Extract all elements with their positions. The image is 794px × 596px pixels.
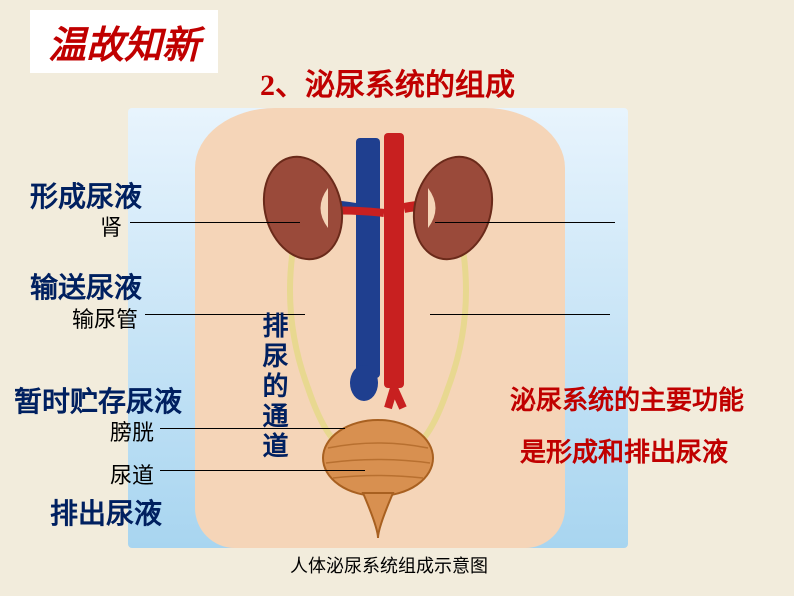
function-label-4: 排出尿液	[50, 492, 162, 532]
summary-label-2: 是形成和排出尿液	[520, 432, 728, 469]
function-label-3: 暂时贮存尿液	[14, 380, 182, 420]
section-title: 2、泌尿系统的组成	[260, 60, 515, 104]
vertical-label: 排尿的通道	[255, 312, 292, 462]
summary-label-1: 泌尿系统的主要功能	[510, 380, 744, 417]
function-label-1: 形成尿液	[30, 175, 142, 215]
leader-line-r2	[430, 314, 610, 315]
organ-label-4: 尿道	[110, 458, 154, 490]
artery-fork	[388, 388, 403, 408]
anatomy-illustration	[128, 108, 628, 548]
header-box: 温故知新	[30, 10, 218, 73]
organ-label-1: 肾	[100, 210, 122, 242]
header-title: 温故知新	[48, 25, 200, 67]
vein-main	[356, 138, 380, 378]
leader-line-4	[160, 470, 365, 471]
diagram-caption: 人体泌尿系统组成示意图	[290, 552, 488, 578]
artery-main	[384, 133, 404, 388]
leader-line-3	[160, 428, 345, 429]
kidney-left	[253, 148, 353, 268]
urethra	[363, 493, 393, 538]
vein-end	[350, 365, 378, 401]
bladder	[323, 420, 433, 496]
function-label-2: 输送尿液	[30, 266, 142, 306]
leader-line-r1	[435, 222, 615, 223]
organ-label-3: 膀胱	[110, 415, 154, 447]
kidney-right	[403, 148, 503, 268]
organ-label-2: 输尿管	[72, 302, 138, 334]
leader-line-1	[130, 222, 300, 223]
